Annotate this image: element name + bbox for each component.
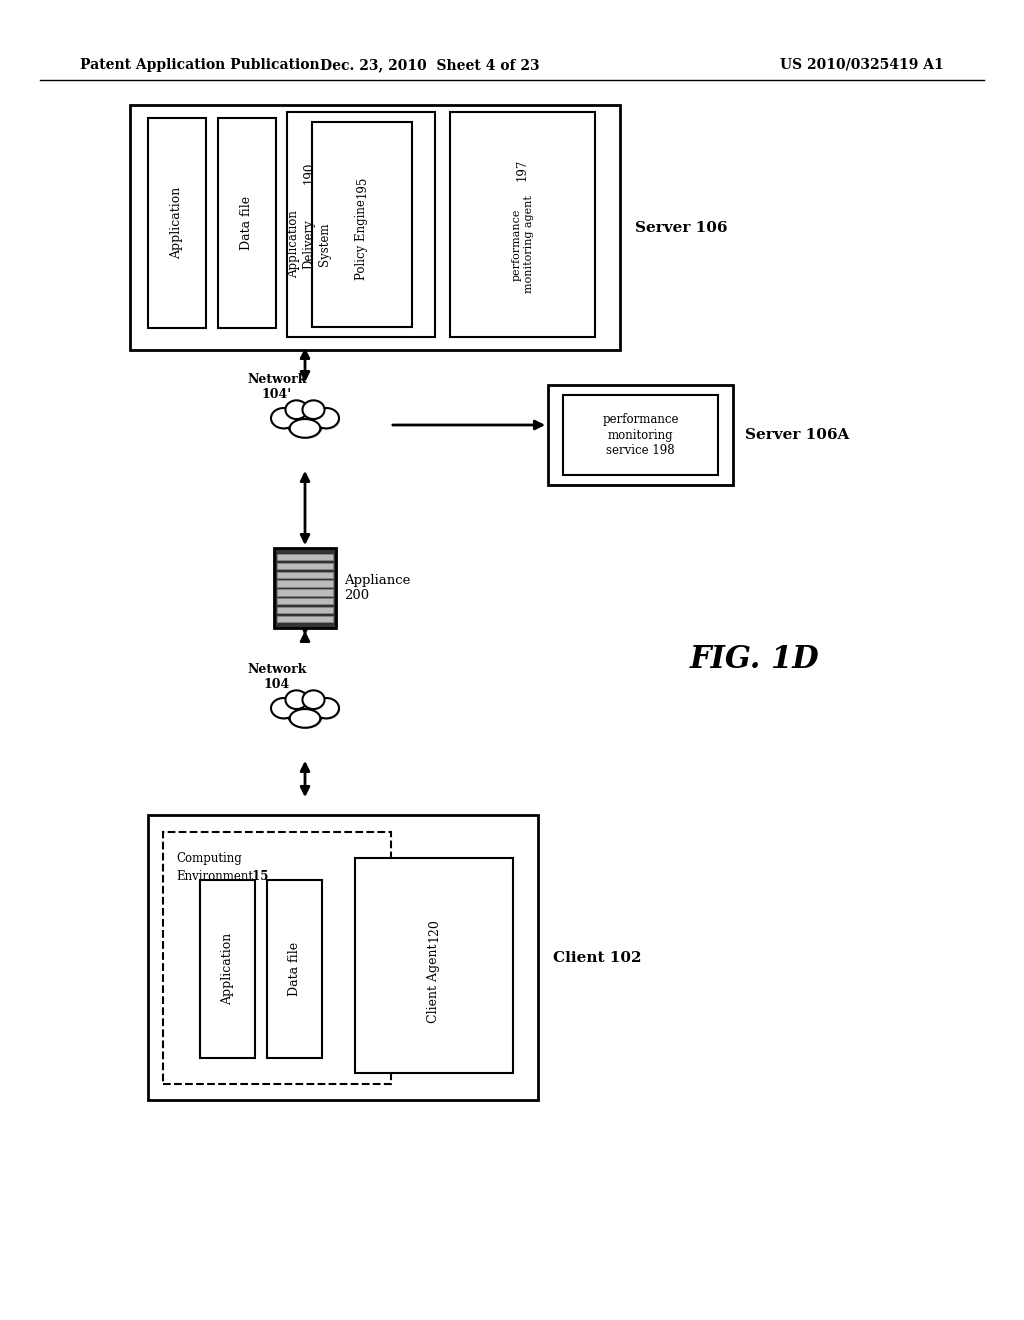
Bar — [563, 395, 718, 475]
Text: 120: 120 — [427, 919, 440, 942]
Ellipse shape — [287, 692, 309, 710]
Ellipse shape — [272, 700, 298, 719]
Bar — [278, 572, 333, 578]
Text: Network
104: Network 104 — [248, 663, 306, 690]
Bar — [278, 589, 333, 595]
Ellipse shape — [288, 704, 322, 727]
Bar — [355, 858, 513, 1073]
Ellipse shape — [272, 409, 298, 430]
Text: Client 102: Client 102 — [553, 950, 641, 965]
Text: performance
monitoring
service 198: performance monitoring service 198 — [602, 412, 679, 458]
Text: Computing: Computing — [176, 851, 242, 865]
Bar — [200, 880, 255, 1059]
Text: performance
monitoring agent: performance monitoring agent — [511, 195, 534, 293]
Text: Application
Delivery
System: Application Delivery System — [288, 211, 331, 279]
Text: 195: 195 — [355, 176, 369, 198]
Bar — [163, 832, 391, 1084]
Ellipse shape — [302, 690, 325, 709]
Ellipse shape — [313, 408, 339, 429]
Ellipse shape — [304, 692, 326, 710]
Text: Network
104': Network 104' — [248, 374, 306, 401]
Ellipse shape — [290, 709, 321, 727]
Ellipse shape — [286, 400, 307, 418]
Bar — [548, 385, 733, 484]
Text: 197: 197 — [516, 158, 529, 181]
Ellipse shape — [291, 420, 322, 440]
Bar — [312, 121, 412, 327]
Ellipse shape — [290, 418, 321, 438]
Bar — [218, 117, 276, 327]
Ellipse shape — [271, 698, 297, 718]
Bar — [130, 106, 620, 350]
Text: Policy Engine: Policy Engine — [355, 199, 369, 280]
Ellipse shape — [302, 400, 325, 418]
Ellipse shape — [314, 409, 340, 430]
Bar — [278, 554, 333, 560]
Bar — [278, 607, 333, 614]
Ellipse shape — [289, 705, 324, 729]
Ellipse shape — [271, 408, 297, 429]
Text: FIG. 1D: FIG. 1D — [690, 644, 820, 676]
Ellipse shape — [314, 700, 340, 719]
Text: US 2010/0325419 A1: US 2010/0325419 A1 — [780, 58, 944, 73]
Ellipse shape — [291, 710, 322, 729]
Ellipse shape — [304, 401, 326, 420]
Bar — [278, 562, 333, 569]
Ellipse shape — [288, 413, 322, 437]
Bar — [267, 880, 322, 1059]
Ellipse shape — [287, 401, 309, 420]
Text: Dec. 23, 2010  Sheet 4 of 23: Dec. 23, 2010 Sheet 4 of 23 — [321, 58, 540, 73]
Ellipse shape — [286, 690, 307, 709]
Text: Data file: Data file — [241, 195, 254, 249]
Text: Patent Application Publication: Patent Application Publication — [80, 58, 319, 73]
Ellipse shape — [313, 698, 339, 718]
Bar — [287, 112, 435, 337]
Text: Appliance
200: Appliance 200 — [344, 574, 411, 602]
Text: Server 106: Server 106 — [635, 220, 727, 235]
Text: Client Agent: Client Agent — [427, 944, 440, 1023]
Bar — [278, 616, 333, 622]
Text: Application: Application — [171, 187, 183, 259]
Text: 15: 15 — [248, 870, 268, 883]
Ellipse shape — [289, 414, 324, 438]
Text: Data file: Data file — [288, 942, 301, 997]
Bar — [278, 581, 333, 586]
Bar — [278, 598, 333, 605]
Text: 190: 190 — [302, 161, 315, 183]
Text: Environment: Environment — [176, 870, 253, 883]
Bar — [148, 814, 538, 1100]
Text: Application: Application — [221, 933, 234, 1005]
Bar — [450, 112, 595, 337]
Bar — [148, 117, 206, 327]
Text: Server 106A: Server 106A — [745, 428, 849, 442]
Bar — [274, 548, 336, 628]
